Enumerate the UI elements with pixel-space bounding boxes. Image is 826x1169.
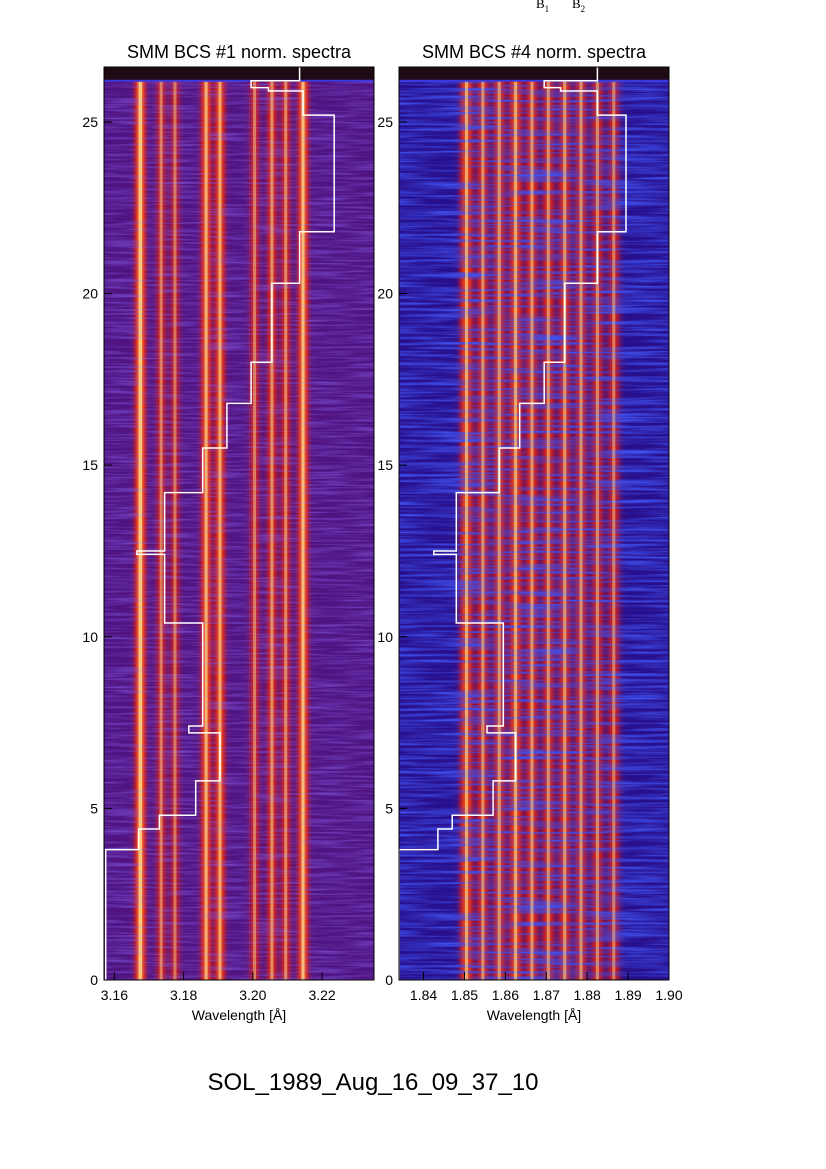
emission-line-9	[612, 80, 616, 981]
heatmap-plot	[398, 66, 670, 981]
y-tick-label: 15	[377, 457, 393, 473]
centroid-trace	[398, 67, 627, 980]
y-tick-label: 0	[385, 972, 393, 988]
emission-line-5	[546, 80, 550, 981]
y-tick-label: 5	[385, 800, 393, 816]
emission-line-3	[514, 80, 518, 981]
top-band	[104, 67, 374, 81]
emission-line-2	[173, 80, 177, 981]
emission-line-0	[465, 80, 468, 981]
emission-line-7	[579, 80, 583, 981]
x-tick-label: 3.22	[308, 987, 335, 1003]
top-labels: B1 B2	[536, 0, 585, 14]
emission-line-4	[218, 80, 222, 981]
noise-texture	[104, 67, 374, 980]
top-label-b2: B2	[572, 0, 585, 14]
emission-line-4	[530, 80, 534, 981]
emission-line-3	[204, 80, 208, 981]
top-label-b1: B1	[536, 0, 549, 14]
y-tick-label: 25	[377, 114, 393, 130]
y-ticks: 0 5 10 15 20 25	[82, 114, 112, 988]
y-tick-label: 20	[82, 286, 98, 302]
y-tick-label: 0	[90, 972, 98, 988]
x-tick-label: 3.20	[239, 987, 266, 1003]
x-tick-label: 1.87	[533, 987, 560, 1003]
figure-caption: SOL_1989_Aug_16_09_37_10	[208, 1069, 539, 1096]
top-band	[399, 67, 669, 81]
x-axis-label: Wavelength [Å]	[487, 1007, 581, 1023]
x-tick-label: 1.89	[614, 987, 641, 1003]
x-tick-label: 1.84	[410, 987, 437, 1003]
panel-bcs1: SMM BCS #1 norm. spectra 3.16 3.18 3.20 3.2…	[82, 42, 375, 1023]
x-ticks: 3.16 3.18 3.20 3.22	[101, 972, 336, 1003]
y-tick-label: 25	[82, 114, 98, 130]
emission-line-1	[159, 80, 163, 981]
y-ticks: 0 5 10 15 20 25	[377, 114, 407, 988]
centroid-trace	[104, 67, 335, 980]
emission-line-8	[301, 80, 305, 981]
plot-frame	[398, 66, 670, 981]
emission-line-0	[138, 80, 142, 981]
x-tick-label: 1.88	[574, 987, 601, 1003]
emission-line-5	[253, 80, 257, 981]
noise-texture	[399, 67, 669, 980]
heatmap-plot	[103, 66, 375, 981]
y-tick-label: 15	[82, 457, 98, 473]
x-tick-label: 3.18	[170, 987, 197, 1003]
y-tick-label: 20	[377, 286, 393, 302]
panel-title: SMM BCS #1 norm. spectra	[127, 42, 352, 62]
x-axis-label: Wavelength [Å]	[192, 1007, 286, 1023]
x-ticks: 1.84 1.85 1.86 1.87 1.88 1.89 1.90	[410, 972, 683, 1003]
emission-line-7	[284, 80, 288, 981]
y-tick-label: 5	[90, 800, 98, 816]
x-tick-label: 1.86	[492, 987, 519, 1003]
plot-frame	[103, 66, 375, 981]
emission-line-6	[270, 80, 274, 981]
y-tick-label: 10	[377, 629, 393, 645]
emission-line-1	[481, 80, 485, 981]
emission-line-8	[595, 80, 599, 981]
x-tick-label: 1.90	[655, 987, 682, 1003]
emission-line-6	[563, 80, 567, 981]
panel-title: SMM BCS #4 norm. spectra	[422, 42, 647, 62]
x-tick-label: 1.85	[451, 987, 478, 1003]
emission-line-2	[497, 80, 501, 981]
y-tick-label: 10	[82, 629, 98, 645]
panel-bcs4: SMM BCS #4 norm. spectra 1.84 1.85 1.86 1.8…	[377, 42, 682, 1023]
x-tick-label: 3.16	[101, 987, 128, 1003]
